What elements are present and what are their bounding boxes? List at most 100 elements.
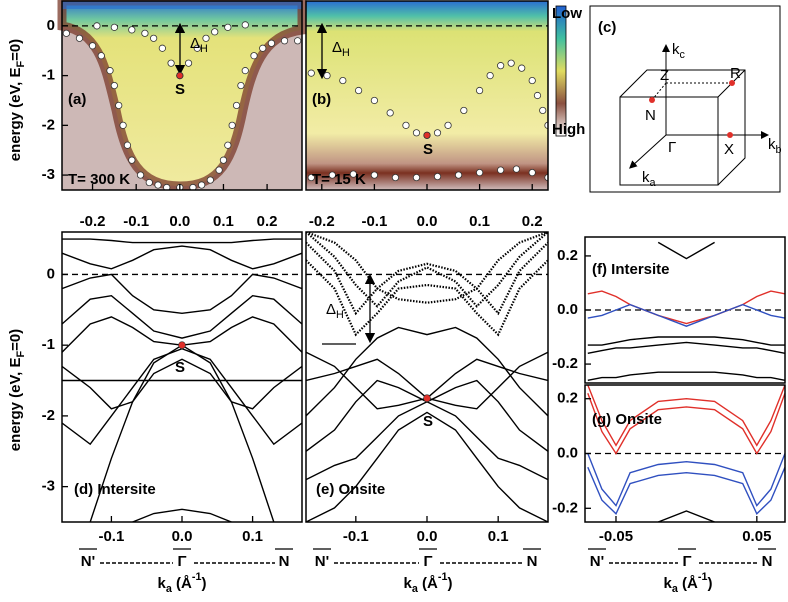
label-part: -1 (698, 571, 708, 583)
symmetry-point: Γ (177, 553, 186, 570)
data-point (518, 64, 526, 72)
label-part: F (15, 61, 27, 68)
data-point (476, 86, 484, 95)
gap-label: ΔH (190, 35, 208, 55)
label-part: ) (201, 575, 206, 592)
data-point (241, 21, 249, 29)
band-line (587, 341, 785, 354)
label: (d) Intersite (74, 481, 156, 498)
data-point (370, 171, 378, 179)
data-point (412, 173, 421, 182)
data-point (528, 168, 536, 177)
heatmap-b (306, 1, 548, 190)
x-tick-label: -0.05 (599, 528, 633, 545)
x-tick-label: 0.0 (417, 213, 438, 230)
label-part: =0) (7, 39, 24, 61)
symmetry-point: N (527, 553, 538, 570)
data-point (128, 156, 136, 164)
data-point (328, 171, 336, 179)
band-line (62, 273, 302, 315)
label: (f) Intersite (592, 261, 670, 278)
data-point (433, 129, 442, 137)
label-part: a (412, 583, 419, 595)
plot-area (62, 21, 302, 190)
y-tick-label: -3 (42, 478, 55, 495)
band-line (62, 294, 302, 339)
label-part: Δ (326, 301, 336, 318)
data-point (211, 28, 219, 36)
label-part: ) (447, 575, 452, 592)
data-point (391, 173, 400, 182)
band-line (306, 326, 548, 417)
data-point (224, 141, 232, 149)
label-part: k (642, 169, 650, 186)
data-point (423, 131, 431, 139)
data-point (206, 176, 214, 184)
plot-area (62, 238, 302, 522)
symmetry-point: N' (315, 553, 329, 570)
band-line (306, 411, 548, 522)
label-part: H (336, 309, 344, 321)
label: (b) (312, 91, 331, 108)
label-part: k (672, 41, 680, 58)
label-part: ) (707, 575, 712, 592)
data-point (267, 39, 276, 47)
data-point (539, 106, 547, 115)
data-point (106, 67, 114, 75)
data-point (412, 129, 421, 137)
data-point (75, 34, 84, 42)
band-line (587, 290, 785, 325)
band-line (132, 508, 232, 522)
y-tick-label: 0.0 (557, 301, 578, 318)
x-tick-label: -0.1 (361, 213, 387, 230)
label-part: energy (eV, E (7, 358, 24, 452)
x-tick-label: 0.1 (469, 213, 490, 230)
data-point (454, 171, 463, 179)
gap-label: ΔH (332, 39, 350, 59)
temperature: T= 15 K (312, 171, 366, 188)
label-part: H (342, 47, 350, 59)
data-point (386, 109, 394, 117)
point-label: S (423, 413, 433, 430)
data-point (93, 22, 101, 30)
data-point (189, 183, 197, 190)
x-tick-label: 0.1 (488, 528, 509, 545)
band-line (306, 259, 548, 337)
data-point (533, 91, 542, 100)
label-part: k (158, 575, 167, 592)
plot-area (306, 232, 548, 522)
data-point (154, 181, 162, 189)
label-part: -1 (192, 571, 202, 583)
point-label: N (645, 107, 656, 124)
data-point (167, 59, 175, 67)
band-line (657, 241, 715, 260)
colorbar: Low High (552, 5, 585, 138)
data-point (193, 44, 201, 52)
data-point (232, 101, 241, 110)
symmetry-point: N (762, 553, 773, 570)
data-point (250, 52, 258, 60)
band-line (62, 358, 302, 410)
y-tick-label: -2 (42, 407, 55, 424)
data-point (110, 81, 118, 90)
label-part: c (680, 49, 686, 61)
symmetry-point: Γ (423, 553, 432, 570)
x-tick-label: -0.1 (343, 528, 369, 545)
symmetry-point: N (279, 553, 290, 570)
label-part: a (166, 583, 173, 595)
data-point (88, 42, 97, 50)
symmetry-point: Γ (682, 553, 691, 570)
label-part: b (776, 144, 782, 156)
brillouin-labels: (c) kc kb ka Z R N X Γ (598, 19, 782, 189)
point-label: R (730, 65, 741, 82)
panel-frame (61, 0, 303, 191)
band-line (587, 303, 785, 327)
x-tick-label: 0.2 (522, 213, 543, 230)
symmetry-point: N' (81, 553, 95, 570)
x-axis-label: ka (Å-1) (664, 571, 713, 595)
band-line (62, 245, 302, 270)
label-part: a (672, 583, 679, 595)
plot-area (585, 385, 785, 522)
data-point (241, 67, 249, 75)
